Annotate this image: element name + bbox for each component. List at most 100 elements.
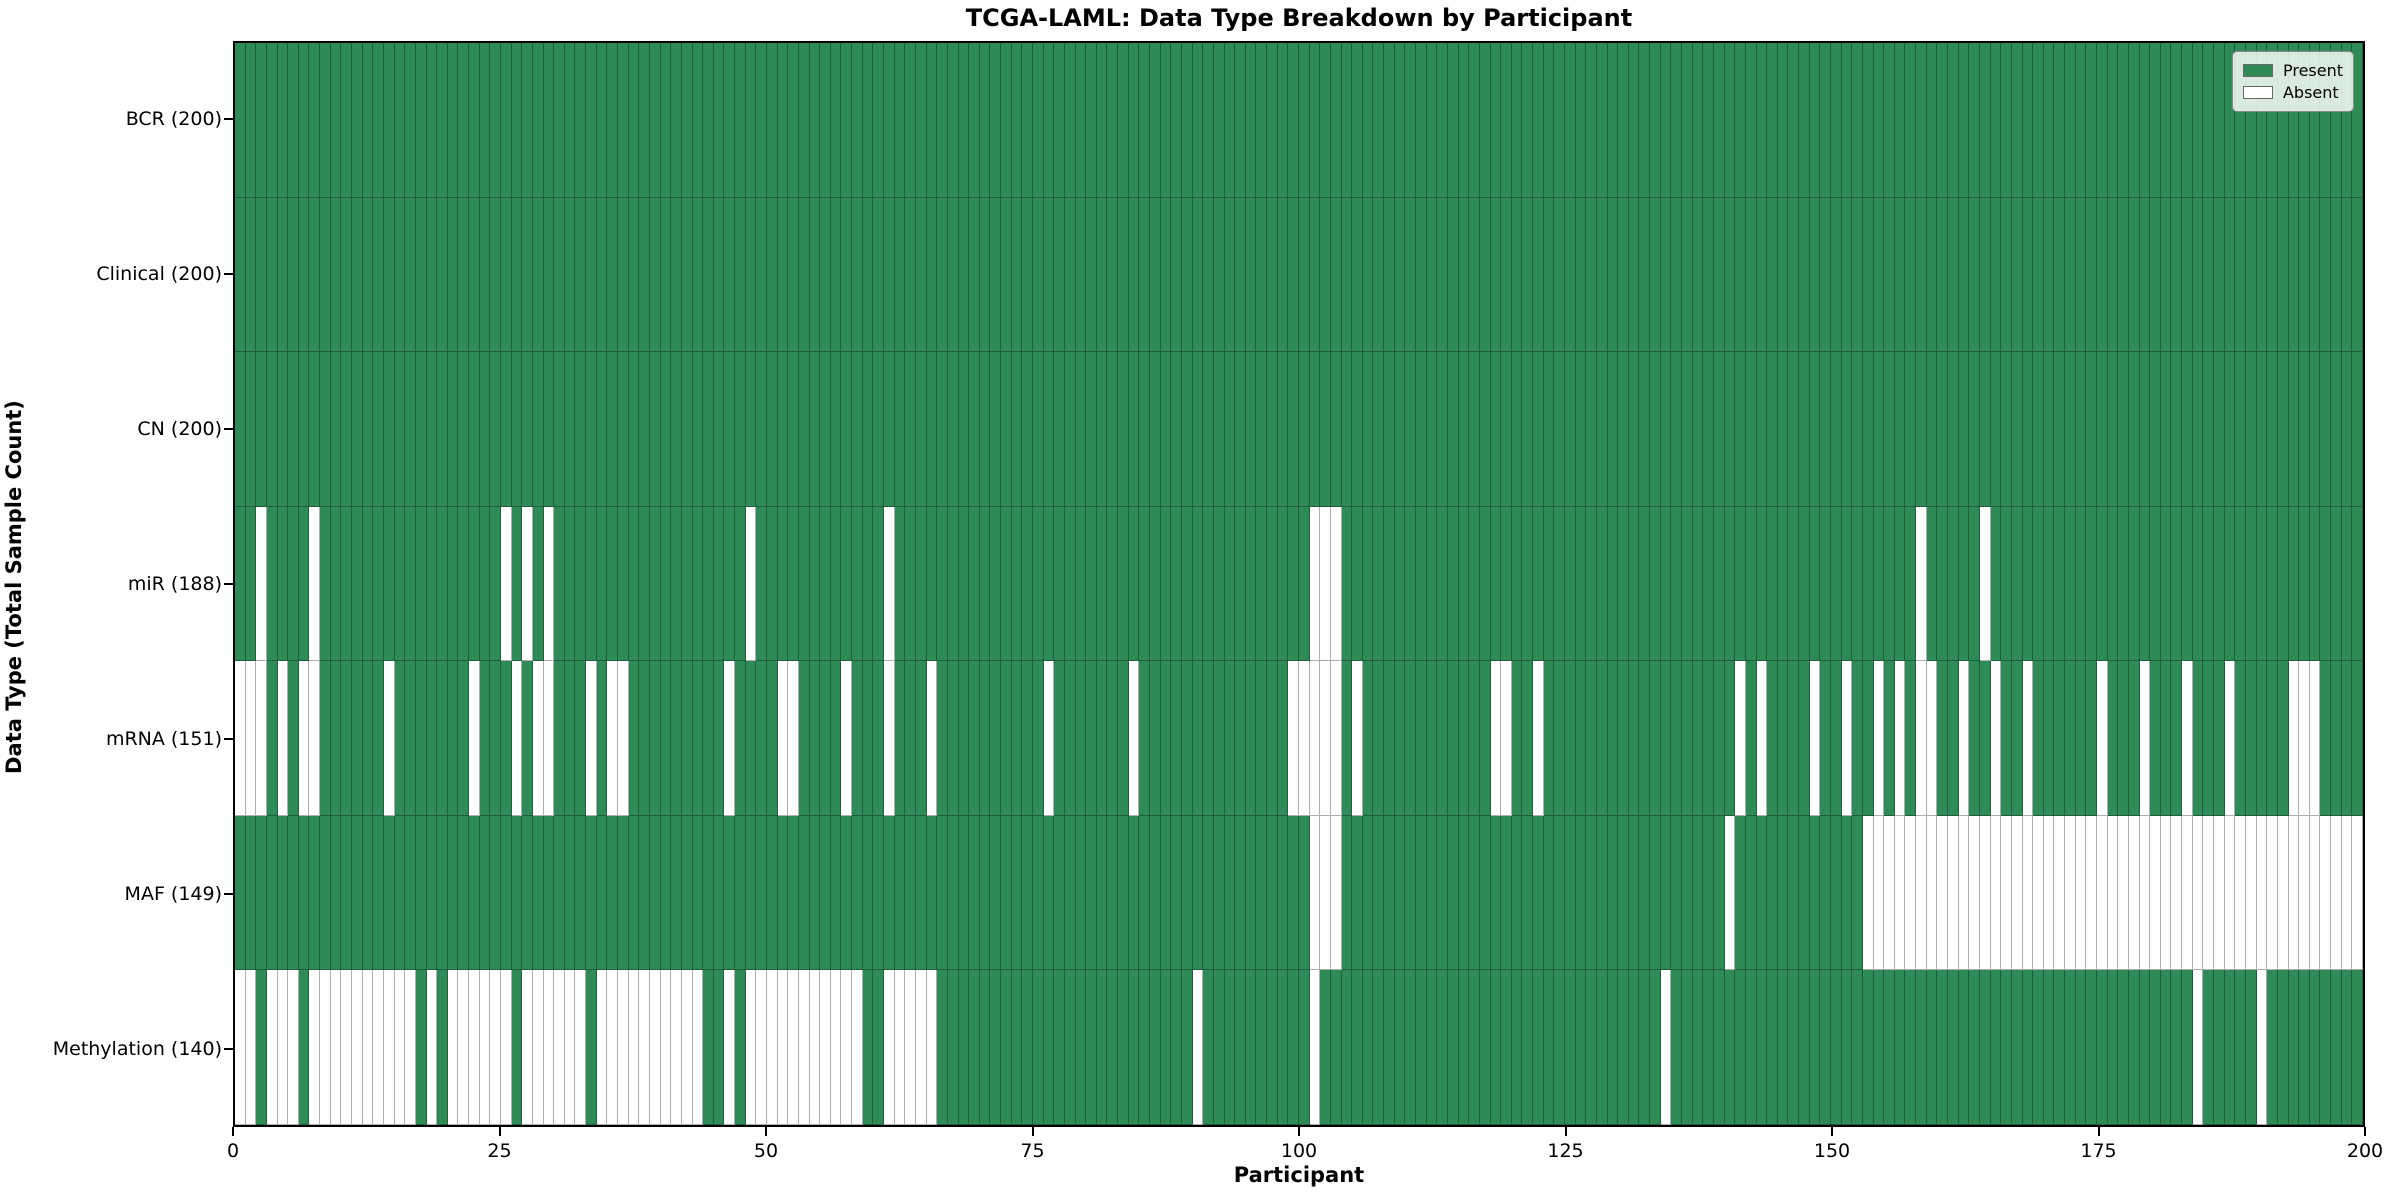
heatmap-cell xyxy=(1064,43,1076,198)
heatmap-cell xyxy=(841,43,853,198)
heatmap-cell xyxy=(2065,506,2076,662)
heatmap-cell xyxy=(1692,197,1704,353)
heatmap-cell xyxy=(926,43,938,198)
heatmap-cell xyxy=(1799,352,1810,507)
y-tick-mark xyxy=(224,427,233,430)
heatmap-cell xyxy=(639,197,650,353)
heatmap-cell xyxy=(905,970,916,1126)
heatmap-cell xyxy=(1862,197,1874,353)
heatmap-cell xyxy=(1969,661,1980,816)
heatmap-cell xyxy=(2277,815,2289,971)
heatmap-cell xyxy=(1447,970,1459,1126)
heatmap-cell xyxy=(352,197,363,353)
heatmap-cell xyxy=(1075,197,1087,353)
heatmap-cell xyxy=(479,661,491,816)
heatmap-cell xyxy=(2309,352,2321,507)
heatmap-cell xyxy=(1064,661,1076,816)
heatmap-cell xyxy=(1735,43,1746,198)
heatmap-cell xyxy=(2128,352,2140,507)
heatmap-cell xyxy=(1990,506,2002,662)
heatmap-cell xyxy=(2097,815,2108,971)
heatmap-cell xyxy=(1150,970,1161,1126)
heatmap-cell xyxy=(1554,661,1565,816)
heatmap-cell xyxy=(2150,506,2161,662)
heatmap-cell xyxy=(958,506,970,662)
heatmap-cell xyxy=(2245,43,2257,198)
heatmap-cell xyxy=(1809,661,1821,816)
heatmap-cell xyxy=(320,815,331,971)
heatmap-cell xyxy=(2033,506,2044,662)
heatmap-cell xyxy=(2054,197,2066,353)
heatmap-cell xyxy=(852,352,863,507)
heatmap-cell xyxy=(1628,970,1640,1126)
heatmap-cell xyxy=(767,352,778,507)
heatmap-cell xyxy=(990,661,1002,816)
heatmap-cell xyxy=(628,506,640,662)
heatmap-cell xyxy=(969,43,980,198)
heatmap-cell xyxy=(522,506,533,662)
heatmap-cell xyxy=(1926,661,1938,816)
heatmap-cell xyxy=(2128,815,2140,971)
heatmap-cell xyxy=(2320,815,2332,971)
heatmap-cell xyxy=(894,970,906,1126)
heatmap-cell xyxy=(298,970,310,1126)
heatmap-cell xyxy=(1469,661,1480,816)
heatmap-cell xyxy=(2033,43,2044,198)
heatmap-cell xyxy=(905,197,916,353)
heatmap-cell xyxy=(1831,43,1842,198)
heatmap-cell xyxy=(1075,43,1087,198)
heatmap-cell xyxy=(1437,815,1448,971)
heatmap-cell xyxy=(2352,197,2363,353)
heatmap-cell xyxy=(1767,43,1778,198)
heatmap-cell xyxy=(1224,352,1236,507)
heatmap-cell xyxy=(1022,197,1033,353)
heatmap-cell xyxy=(320,43,331,198)
heatmap-cell xyxy=(298,506,310,662)
heatmap-cell xyxy=(1352,43,1363,198)
heatmap-cell xyxy=(607,506,619,662)
heatmap-cell xyxy=(1054,352,1065,507)
heatmap-cell xyxy=(501,43,512,198)
heatmap-cell xyxy=(1650,970,1661,1126)
heatmap-cell xyxy=(596,970,608,1126)
heatmap-cell xyxy=(2107,43,2119,198)
heatmap-cell xyxy=(1192,815,1204,971)
heatmap-cell xyxy=(1479,197,1491,353)
heatmap-cell xyxy=(1118,43,1129,198)
heatmap-cell xyxy=(639,43,650,198)
heatmap-cell xyxy=(756,352,767,507)
heatmap-cell xyxy=(1405,661,1417,816)
heatmap-cell xyxy=(1001,815,1012,971)
heatmap-cell xyxy=(1181,970,1193,1126)
heatmap-cell xyxy=(2203,815,2215,971)
heatmap-cell xyxy=(1873,815,1885,971)
heatmap-cell xyxy=(703,661,714,816)
heatmap-cell xyxy=(1033,197,1044,353)
heatmap-cell xyxy=(245,506,257,662)
heatmap-cell xyxy=(1299,970,1310,1126)
heatmap-cell xyxy=(2352,815,2363,971)
heatmap-cell xyxy=(905,43,916,198)
heatmap-cell xyxy=(1511,815,1523,971)
heatmap-cell xyxy=(1852,661,1863,816)
heatmap-cell xyxy=(1054,197,1065,353)
heatmap-cell xyxy=(469,970,480,1126)
heatmap-cell xyxy=(777,661,789,816)
heatmap-cell xyxy=(767,43,778,198)
heatmap-cell xyxy=(1139,815,1151,971)
heatmap-cell xyxy=(2331,43,2342,198)
heatmap-cell xyxy=(969,197,980,353)
heatmap-cell xyxy=(2150,661,2161,816)
heatmap-cell xyxy=(958,43,970,198)
heatmap-cell xyxy=(1809,352,1821,507)
heatmap-cell xyxy=(958,197,970,353)
heatmap-cell xyxy=(649,352,661,507)
heatmap-cell xyxy=(2011,970,2023,1126)
x-tick-mark xyxy=(1298,1127,1300,1136)
heatmap-cell xyxy=(320,970,331,1126)
heatmap-cell xyxy=(1788,661,1800,816)
heatmap-cell xyxy=(2214,352,2225,507)
heatmap-cell xyxy=(1682,970,1693,1126)
heatmap-cell xyxy=(2203,661,2215,816)
heatmap-cell xyxy=(479,197,491,353)
